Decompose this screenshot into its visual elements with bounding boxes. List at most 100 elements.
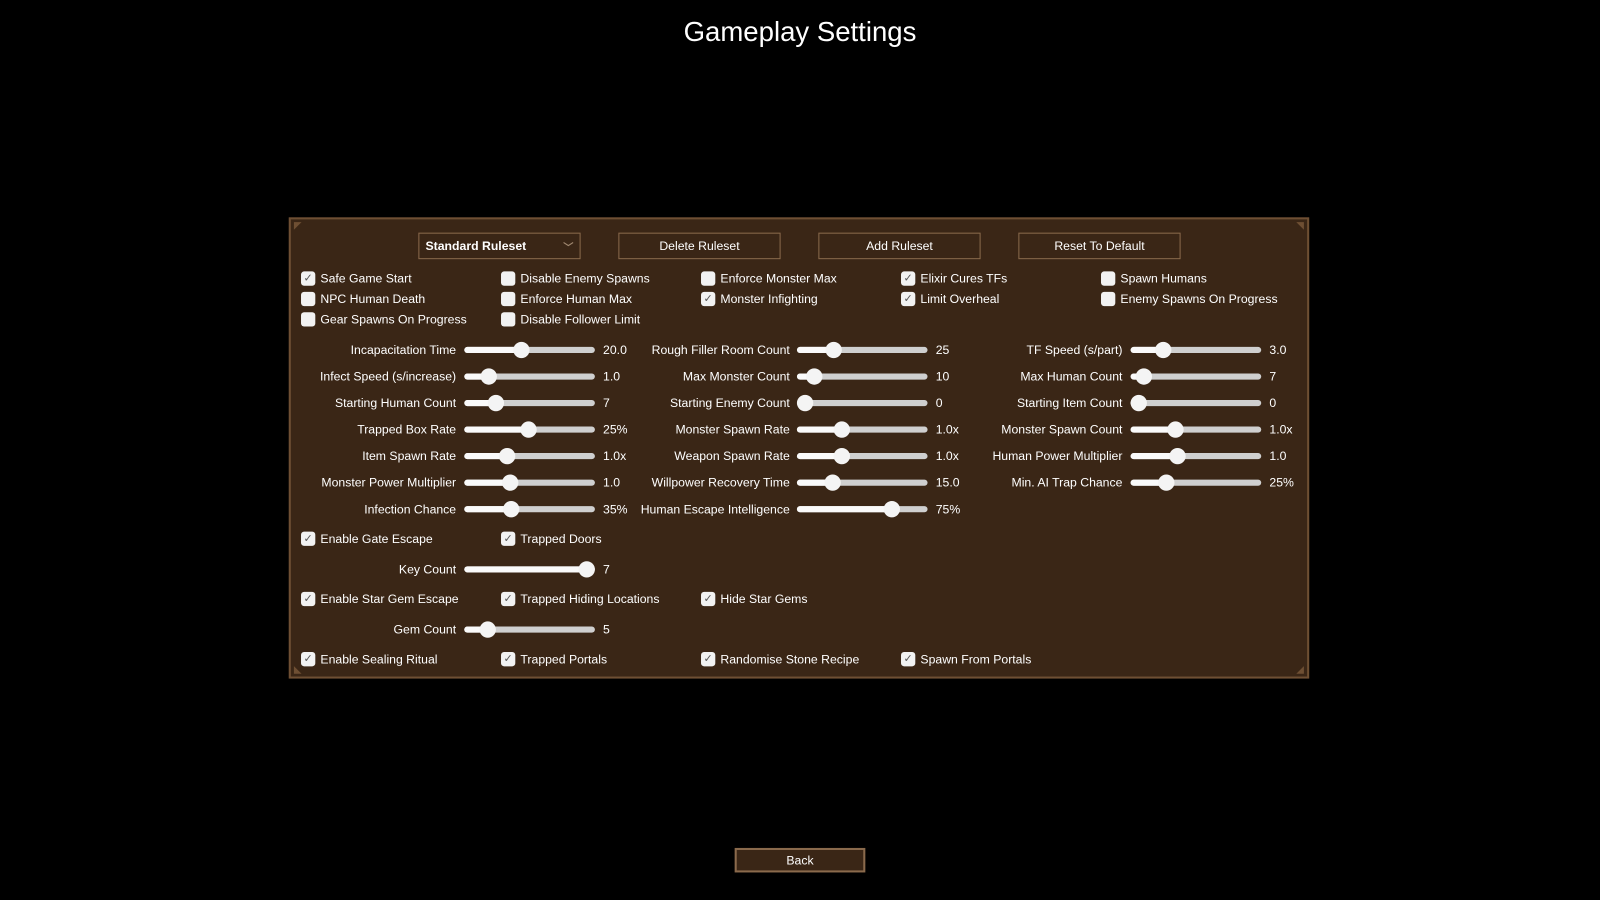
checkbox-trapped-portals[interactable]: ✓ Trapped Portals — [501, 651, 607, 667]
slider-thumb[interactable] — [503, 501, 520, 518]
checkbox-monster-infighting[interactable]: ✓ Monster Infighting — [701, 291, 818, 307]
slider-thumb[interactable] — [1157, 474, 1175, 491]
slider-thumb[interactable] — [1135, 368, 1152, 385]
rough-filler-room-count-slider[interactable] — [796, 341, 928, 359]
page-title: Gameplay Settings — [683, 16, 917, 47]
slider-thumb[interactable] — [833, 421, 850, 438]
checkbox-hide-star-gems[interactable]: ✓ Hide Star Gems — [701, 591, 808, 607]
slider-fill — [796, 506, 893, 513]
item-spawn-rate-slider[interactable] — [464, 447, 595, 465]
checkbox-disable-enemy-spawns[interactable]: Disable Enemy Spawns — [501, 270, 650, 286]
slider-fill — [1130, 426, 1176, 433]
ruleset-dropdown[interactable]: Standard Ruleset ﹀ — [418, 232, 581, 260]
slider-thumb[interactable] — [520, 421, 537, 438]
starting-enemy-count-label: Starting Enemy Count — [669, 395, 790, 411]
starting-enemy-count-value: 0 — [935, 395, 943, 411]
infect-speed-s-increase-label: Infect Speed (s/increase) — [319, 369, 457, 384]
checkbox-enable-star-gem-escape[interactable]: ✓ Enable Star Gem Escape — [301, 591, 459, 607]
checkbox-enemy-spawns-on-progress[interactable]: Enemy Spawns On Progress — [1101, 291, 1278, 307]
checkbox-elixir-cures-tfs[interactable]: ✓ Elixir Cures TFs — [901, 270, 1007, 286]
checkbox-trapped-doors[interactable]: ✓ Trapped Doors — [501, 531, 602, 547]
checkbox-checked-icon: ✓ — [501, 591, 516, 607]
checkbox-safe-game-start[interactable]: ✓ Safe Game Start — [301, 270, 412, 286]
starting-item-count-label: Starting Item Count — [1016, 395, 1123, 411]
min-ai-trap-chance-value: 25% — [1269, 475, 1294, 490]
add-ruleset-button[interactable]: Add Ruleset — [818, 232, 981, 260]
checkbox-npc-human-death[interactable]: NPC Human Death — [301, 291, 425, 307]
slider-thumb[interactable] — [1169, 447, 1186, 465]
weapon-spawn-rate-label: Weapon Spawn Rate — [674, 448, 790, 464]
human-escape-intelligence-slider[interactable] — [796, 501, 928, 518]
slider-thumb[interactable] — [805, 368, 823, 385]
starting-enemy-count-slider[interactable] — [796, 394, 928, 412]
slider-fill — [796, 479, 833, 486]
slider-thumb[interactable] — [833, 447, 850, 465]
checkbox-enforce-monster-max[interactable]: Enforce Monster Max — [701, 270, 837, 286]
infection-chance-slider[interactable] — [464, 501, 595, 518]
slider-thumb[interactable] — [501, 474, 519, 491]
checkbox-label: Safe Game Start — [320, 271, 412, 286]
corner-ornament: ◢ — [1296, 664, 1305, 676]
slider-thumb[interactable] — [480, 368, 498, 385]
incapacitation-time-slider[interactable] — [464, 341, 595, 359]
checkbox-spawn-humans[interactable]: Spawn Humans — [1101, 270, 1207, 286]
trapped-box-rate-slider[interactable] — [464, 421, 595, 438]
checkbox-checked-icon: ✓ — [501, 531, 516, 546]
infect-speed-s-increase-value: 1.0 — [603, 369, 621, 384]
delete-ruleset-button[interactable]: Delete Ruleset — [618, 232, 781, 260]
gem-count-value: 5 — [603, 622, 610, 637]
item-spawn-rate-value: 1.0x — [603, 448, 627, 464]
min-ai-trap-chance-slider[interactable] — [1130, 474, 1262, 491]
trapped-box-rate-value: 25% — [603, 422, 628, 437]
gem-count-slider[interactable] — [464, 621, 595, 638]
weapon-spawn-rate-slider[interactable] — [796, 447, 928, 465]
checkbox-enforce-human-max[interactable]: Enforce Human Max — [501, 291, 632, 307]
slider-thumb[interactable] — [884, 501, 901, 518]
monster-power-multiplier-slider[interactable] — [464, 474, 595, 491]
checkbox-trapped-hiding-locations[interactable]: ✓ Trapped Hiding Locations — [501, 591, 659, 607]
slider-thumb[interactable] — [796, 394, 814, 412]
slider-thumb[interactable] — [578, 561, 595, 578]
monster-power-multiplier-value: 1.0 — [603, 475, 621, 490]
slider-thumb[interactable] — [1155, 341, 1172, 359]
tf-speed-s-part-slider[interactable] — [1130, 341, 1262, 359]
ruleset-dropdown-value: Standard Ruleset — [425, 238, 527, 254]
checkbox-spawn-from-portals[interactable]: ✓ Spawn From Portals — [901, 651, 1031, 667]
slider-thumb[interactable] — [825, 341, 842, 359]
checkbox-limit-overheal[interactable]: ✓ Limit Overheal — [901, 291, 999, 307]
slider-thumb[interactable] — [824, 474, 841, 491]
back-button[interactable]: Back — [734, 847, 866, 873]
willpower-recovery-time-label: Willpower Recovery Time — [651, 475, 790, 490]
checkbox-unchecked-icon — [701, 271, 716, 286]
checkbox-disable-follower-limit[interactable]: Disable Follower Limit — [501, 311, 640, 327]
checkbox-checked-icon: ✓ — [901, 271, 916, 286]
starting-item-count-slider[interactable] — [1130, 394, 1262, 412]
item-spawn-rate-label: Item Spawn Rate — [362, 448, 457, 464]
slider-thumb[interactable] — [1130, 394, 1147, 412]
infect-speed-s-increase-slider[interactable] — [464, 368, 595, 385]
slider-thumb[interactable] — [487, 394, 504, 412]
slider-fill — [796, 453, 842, 460]
checkbox-label: Enable Star Gem Escape — [320, 591, 459, 607]
max-monster-count-slider[interactable] — [796, 368, 928, 385]
slider-thumb[interactable] — [1166, 421, 1184, 438]
monster-spawn-rate-slider[interactable] — [796, 421, 928, 438]
checkbox-enable-gate-escape[interactable]: ✓ Enable Gate Escape — [301, 531, 433, 547]
starting-human-count-slider[interactable] — [464, 394, 595, 412]
key-count-slider[interactable] — [464, 561, 595, 578]
checkbox-randomise-stone-recipe[interactable]: ✓ Randomise Stone Recipe — [701, 651, 859, 667]
max-human-count-slider[interactable] — [1130, 368, 1262, 385]
monster-spawn-rate-value: 1.0x — [935, 422, 959, 437]
human-power-multiplier-slider[interactable] — [1130, 447, 1262, 465]
slider-thumb[interactable] — [479, 621, 496, 638]
checkbox-gear-spawns-on-progress[interactable]: Gear Spawns On Progress — [301, 311, 467, 327]
checkbox-enable-sealing-ritual[interactable]: ✓ Enable Sealing Ritual — [301, 651, 437, 667]
monster-spawn-count-slider[interactable] — [1130, 421, 1262, 438]
gem-count-label: Gem Count — [393, 622, 457, 637]
willpower-recovery-time-slider[interactable] — [796, 474, 928, 491]
reset-to-default-button[interactable]: Reset To Default — [1018, 232, 1181, 260]
corner-ornament: ◤ — [293, 220, 302, 232]
slider-thumb[interactable] — [499, 447, 516, 465]
slider-thumb[interactable] — [513, 341, 530, 359]
checkbox-checked-icon: ✓ — [501, 652, 516, 667]
